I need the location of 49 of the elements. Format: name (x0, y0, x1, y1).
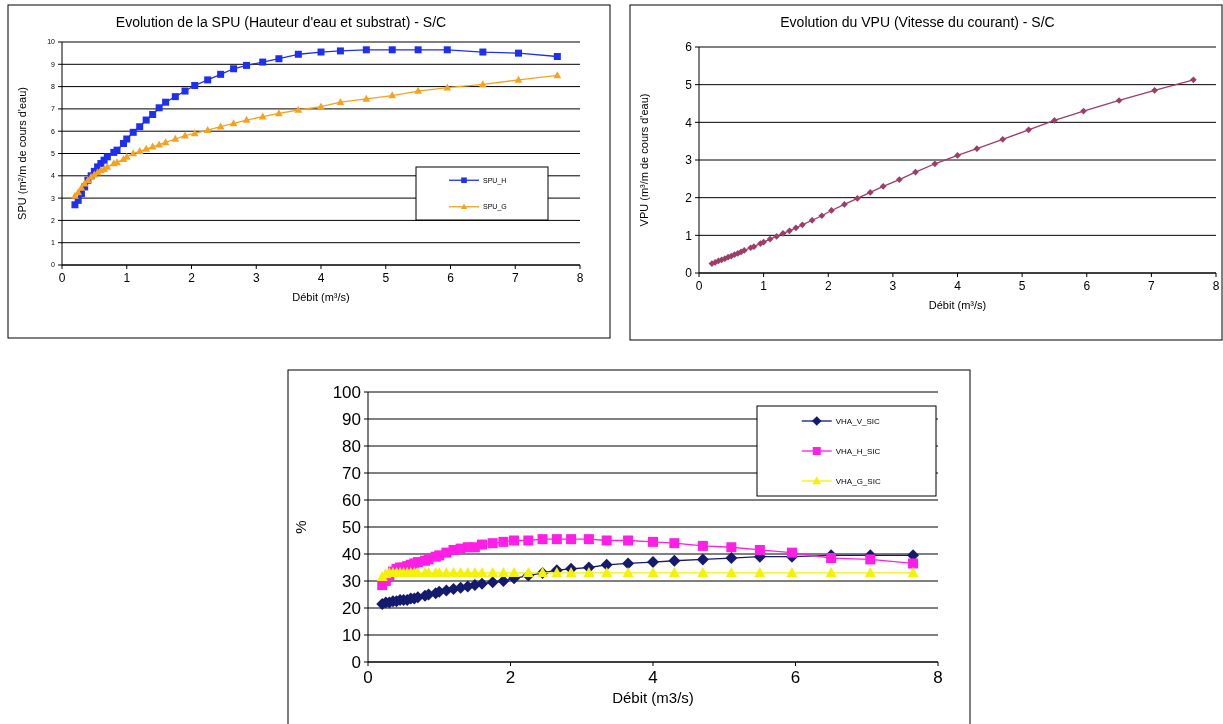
x-tick-label: 1 (760, 278, 768, 293)
y-tick-label: 3 (685, 153, 693, 168)
y-tick-label: 80 (342, 436, 361, 456)
x-axis-title: Débit (m³/s) (928, 299, 987, 311)
y-tick-label: 90 (342, 409, 361, 429)
x-axis-title: Débit (m3/s) (612, 689, 694, 706)
y-tick-label: 5 (685, 77, 693, 92)
y-tick-label: 50 (342, 517, 361, 537)
x-axis-title: Débit (m³/s) (292, 291, 350, 303)
y-tick-label: 2 (685, 190, 693, 205)
y-tick-label: 60 (342, 490, 361, 510)
y-tick-label: 30 (342, 571, 361, 591)
x-tick-label: 8 (576, 270, 584, 285)
x-tick-label: 4 (317, 270, 325, 285)
legend-label: VHA_G_SIC (835, 476, 881, 486)
y-tick-label: 10 (342, 625, 361, 645)
x-tick-label: 2 (505, 667, 516, 687)
chart-title: Evolution de la SPU (Hauteur d'eau et substrat) - S/C (115, 14, 447, 30)
x-tick-label: 4 (648, 667, 658, 687)
y-axis-title: SPU (m²/m de cours d'eau) (16, 87, 28, 220)
x-tick-label: 5 (382, 270, 390, 285)
x-tick-label: 5 (1018, 278, 1026, 293)
x-tick-label: 3 (889, 278, 897, 293)
legend-label: VHA_V_SIC (835, 416, 880, 426)
x-tick-label: 6 (790, 667, 801, 687)
x-tick-label: 7 (511, 270, 519, 285)
x-tick-label: 6 (447, 270, 455, 285)
x-tick-label: 2 (188, 270, 196, 285)
x-tick-label: 8 (933, 667, 943, 687)
y-tick-label: 4 (685, 115, 693, 130)
y-axis-title: VPU (m³/m de cours d'eau) (638, 93, 650, 227)
y-tick-label: 100 (332, 382, 361, 402)
x-tick-label: 0 (695, 278, 703, 293)
x-tick-label: 6 (1083, 278, 1091, 293)
y-tick-label: 40 (342, 544, 361, 564)
x-tick-label: 1 (123, 270, 131, 285)
y-axis-title: % (292, 520, 309, 534)
y-tick-label: 70 (342, 463, 361, 483)
y-tick-label: 0 (351, 652, 361, 672)
y-tick-label: 1 (685, 228, 693, 243)
x-tick-label: 8 (1212, 278, 1220, 293)
chart-title: Evolution du VPU (Vitesse du courant) - S/C (780, 14, 1055, 30)
x-tick-label: 2 (824, 278, 832, 293)
x-tick-label: 4 (954, 278, 962, 293)
x-tick-label: 3 (252, 270, 260, 285)
x-tick-label: 7 (1148, 278, 1156, 293)
y-tick-label: 20 (342, 598, 361, 618)
y-tick-label: 6 (685, 40, 693, 55)
legend-label: VHA_H_SIC (835, 446, 881, 456)
